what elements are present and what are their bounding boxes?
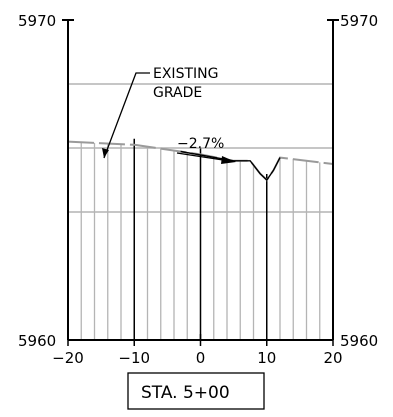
x-tick-label: 0 bbox=[196, 349, 206, 367]
elevation-label-top-left: 5970 bbox=[18, 12, 56, 30]
elevation-label-bottom-right: 5960 bbox=[340, 332, 378, 350]
slope-arrow-shaft bbox=[176, 152, 224, 161]
existing-grade-leader-arrowhead bbox=[102, 148, 109, 158]
x-tick-label: 20 bbox=[323, 349, 342, 367]
existing-grade-note-line2: GRADE bbox=[153, 85, 202, 101]
station-label: STA. 5+00 bbox=[141, 383, 230, 403]
labels-layer: 5970 5970 5960 5960 EXISTING GRADE −2.7% bbox=[18, 12, 378, 350]
annotation-leaders bbox=[102, 72, 236, 164]
x-tick-label: −20 bbox=[52, 349, 84, 367]
elevation-label-top-right: 5970 bbox=[340, 12, 378, 30]
proposed-slope-line bbox=[180, 150, 281, 182]
elevation-label-bottom-left: 5960 bbox=[18, 332, 56, 350]
existing-grade-note-line1: EXISTING bbox=[153, 66, 218, 82]
existing-grade-leader-line bbox=[103, 72, 150, 159]
station-box-border bbox=[127, 372, 265, 410]
grid-layer bbox=[68, 83, 333, 340]
grade-layer bbox=[67, 140, 334, 182]
x-axis-ticks: −20 −10 0 10 20 bbox=[52, 334, 343, 367]
x-tick-label: 10 bbox=[257, 349, 276, 367]
station-label-box: STA. 5+00 bbox=[127, 372, 265, 410]
slope-arrowhead bbox=[221, 156, 236, 164]
x-tick-label: −10 bbox=[118, 349, 150, 367]
slope-label: −2.7% bbox=[177, 136, 224, 152]
